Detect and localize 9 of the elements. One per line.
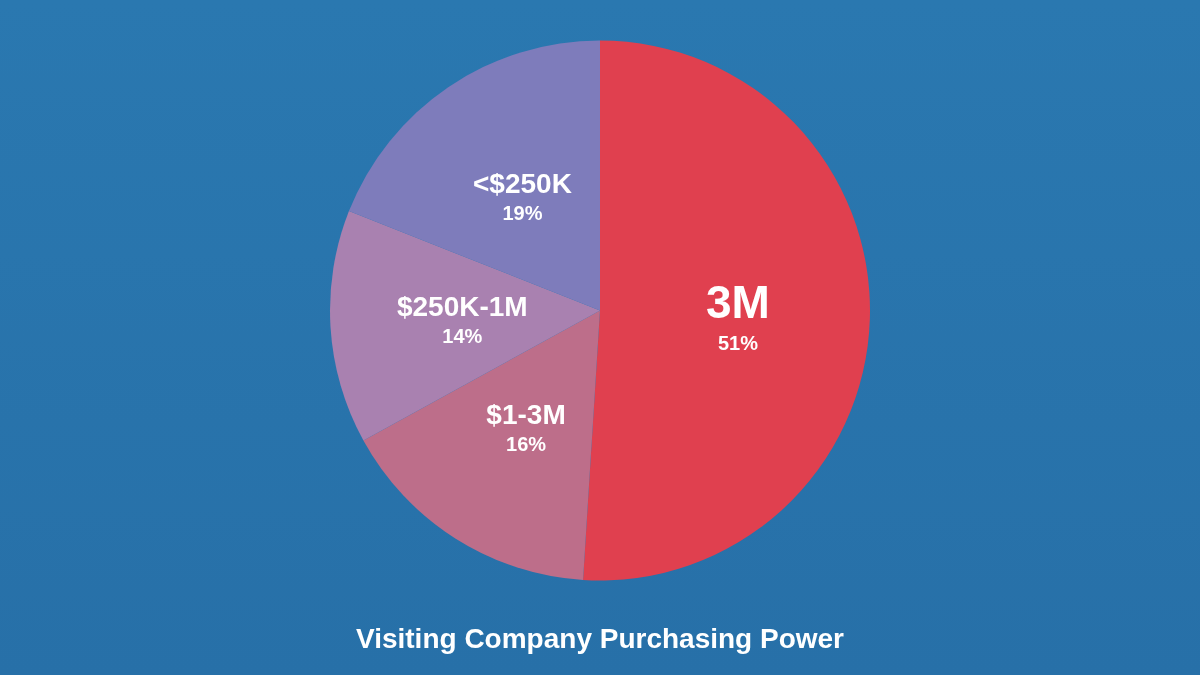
slice-label: $250K-1M bbox=[396, 290, 528, 322]
slice-label: <$250K bbox=[472, 167, 572, 199]
data-label: 19% bbox=[502, 202, 543, 225]
text: Visiting Company Purchasing Power bbox=[355, 622, 845, 654]
data-label: 16% bbox=[506, 433, 547, 456]
slice-label: $1-3M bbox=[486, 398, 566, 430]
slice-label: 3M bbox=[705, 275, 770, 328]
data-label: 14% bbox=[442, 325, 483, 348]
data-label: 51% bbox=[717, 331, 759, 354]
